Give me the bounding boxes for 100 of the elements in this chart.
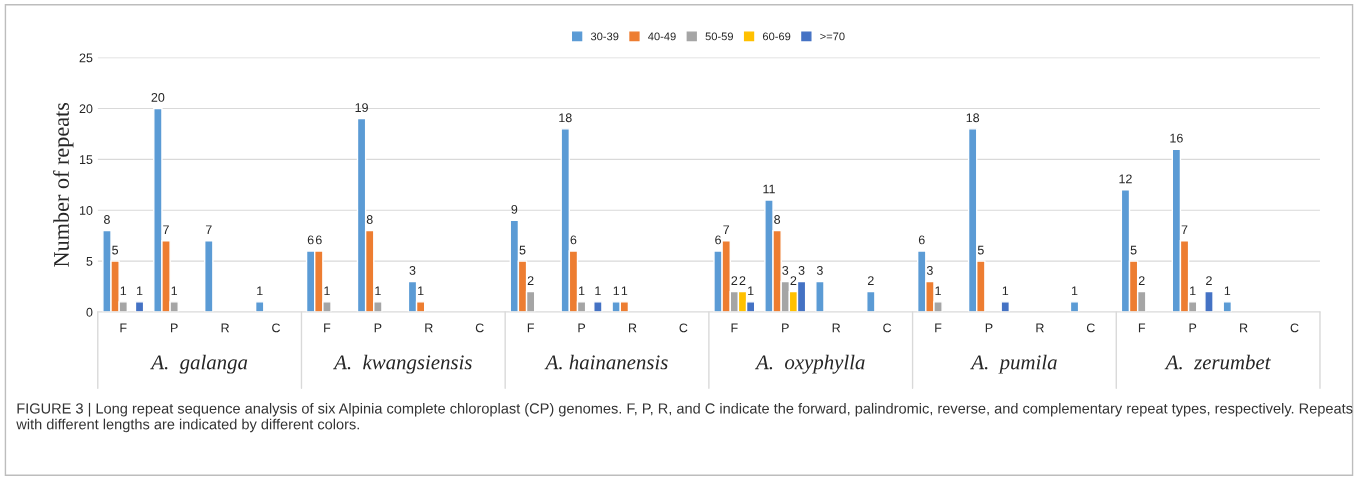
x-tick-label: F xyxy=(120,323,127,333)
text: A. oxyphylla xyxy=(754,354,865,374)
data-label: 5 xyxy=(112,245,119,255)
data-label: 1 xyxy=(375,286,381,296)
data-label: 20 xyxy=(151,92,165,102)
x-tick-label: F xyxy=(935,323,942,333)
x-tick-label: P xyxy=(985,323,993,333)
data-label: 11 xyxy=(763,184,775,194)
legend-label: 40-49 xyxy=(648,32,676,41)
data-label: 7 xyxy=(205,225,212,235)
data-label: 2 xyxy=(527,276,534,285)
x-tick-label: C xyxy=(679,323,688,333)
x-tick-label: R xyxy=(1240,323,1248,333)
legend-label: >=70 xyxy=(820,32,845,41)
y-tick-label: 20 xyxy=(79,104,93,114)
x-tick-label: P xyxy=(578,323,586,333)
bar xyxy=(1204,290,1214,312)
text: A. kwangsiensis xyxy=(333,354,472,374)
data-label: 9 xyxy=(511,204,518,214)
data-label: 16 xyxy=(1170,133,1183,143)
data-label: 1 xyxy=(1224,286,1231,296)
data-label: 5 xyxy=(519,245,526,255)
data-label: 3 xyxy=(409,265,416,275)
x-tick-label: P xyxy=(374,323,382,333)
data-label: 1 xyxy=(613,286,620,296)
text: A. zerumbet xyxy=(1164,354,1271,370)
caption: FIGURE 3 | Long repeat sequence analysis of six Alpinia complete chloroplast (CP) genomes. F, P, R, and C indicate the forward, palindromic, reverse, and complementary repeat types, respectively. Repeats with different lengths are indicated by different colors. xyxy=(16,402,1353,433)
x-tick-label: R xyxy=(221,323,230,333)
data-label: 1 xyxy=(418,286,424,296)
data-label: 1 xyxy=(595,286,601,296)
y-tick-label: 0 xyxy=(86,307,93,317)
x-tick-label: C xyxy=(475,323,484,333)
y-tick-label: 5 xyxy=(86,257,93,266)
data-label: 1 xyxy=(324,286,330,296)
data-label: 1 xyxy=(1002,286,1009,296)
data-label: 1 xyxy=(257,286,263,296)
data-label: 18 xyxy=(559,113,572,123)
data-label: 2 xyxy=(739,276,746,285)
data-label: 2 xyxy=(867,276,874,285)
x-tick-label: C xyxy=(883,323,892,333)
data-label: 5 xyxy=(977,245,984,255)
data-label: 1 xyxy=(935,286,941,296)
data-label: 6 xyxy=(315,235,322,245)
data-label: 7 xyxy=(163,225,169,235)
data-label: 6 xyxy=(715,235,721,245)
data-label: 1 xyxy=(171,286,178,296)
data-label: 3 xyxy=(798,265,805,275)
x-tick-label: C xyxy=(272,323,281,333)
data-label: 1 xyxy=(1072,286,1078,296)
data-label: 18 xyxy=(966,113,980,123)
data-label: 1 xyxy=(120,286,127,296)
data-label: 5 xyxy=(1130,245,1137,255)
data-label: 7 xyxy=(723,225,730,235)
text: A. hainanensis xyxy=(544,354,668,370)
data-label: 2 xyxy=(731,276,738,285)
bar xyxy=(815,280,825,312)
data-label: 1 xyxy=(579,286,585,296)
x-tick-label: R xyxy=(629,323,637,333)
data-label: 3 xyxy=(816,265,823,275)
bar xyxy=(1000,301,1011,312)
bar xyxy=(204,240,214,312)
x-tick-label: F xyxy=(527,323,534,333)
x-tick-label: R xyxy=(832,323,841,333)
data-label: 3 xyxy=(926,265,933,275)
x-tick-label: C xyxy=(1086,323,1095,333)
text: A. pumila xyxy=(970,354,1057,374)
x-tick-label: P xyxy=(1189,323,1197,333)
data-label: 3 xyxy=(782,265,789,275)
data-label: 1 xyxy=(1190,286,1196,296)
y-tick-label: 15 xyxy=(79,155,93,165)
data-label: 6 xyxy=(570,235,577,245)
x-tick-label: F xyxy=(1138,323,1146,333)
x-tick-label: F xyxy=(731,323,738,333)
legend-label: 60-69 xyxy=(762,32,791,41)
data-label: 6 xyxy=(307,235,314,245)
y-tick-label: 10 xyxy=(79,206,93,215)
data-label: 1 xyxy=(137,286,143,296)
data-label: 6 xyxy=(918,235,925,245)
x-tick-label: F xyxy=(324,323,331,333)
data-label: 8 xyxy=(774,215,781,224)
data-label: 19 xyxy=(355,103,368,113)
y-axis-title: Number of repeats xyxy=(53,102,74,267)
data-label: 1 xyxy=(621,286,628,296)
x-tick-label: C xyxy=(1290,323,1299,333)
data-label: 2 xyxy=(1206,276,1212,285)
text: A. galanga xyxy=(150,354,248,374)
data-label: 1 xyxy=(748,286,754,296)
y-tick-label: 25 xyxy=(79,53,93,63)
bar xyxy=(866,290,876,312)
data-label: 2 xyxy=(790,276,797,285)
legend-label: 50-59 xyxy=(705,32,733,41)
legend-label: 30-39 xyxy=(590,32,619,41)
x-tick-label: P xyxy=(171,323,178,333)
x-tick-label: R xyxy=(425,323,433,333)
x-tick-label: P xyxy=(782,323,789,333)
bar xyxy=(593,301,603,312)
x-tick-label: R xyxy=(1036,323,1044,333)
data-label: 12 xyxy=(1119,174,1132,184)
data-label: 2 xyxy=(1138,276,1145,285)
data-label: 8 xyxy=(104,215,110,224)
